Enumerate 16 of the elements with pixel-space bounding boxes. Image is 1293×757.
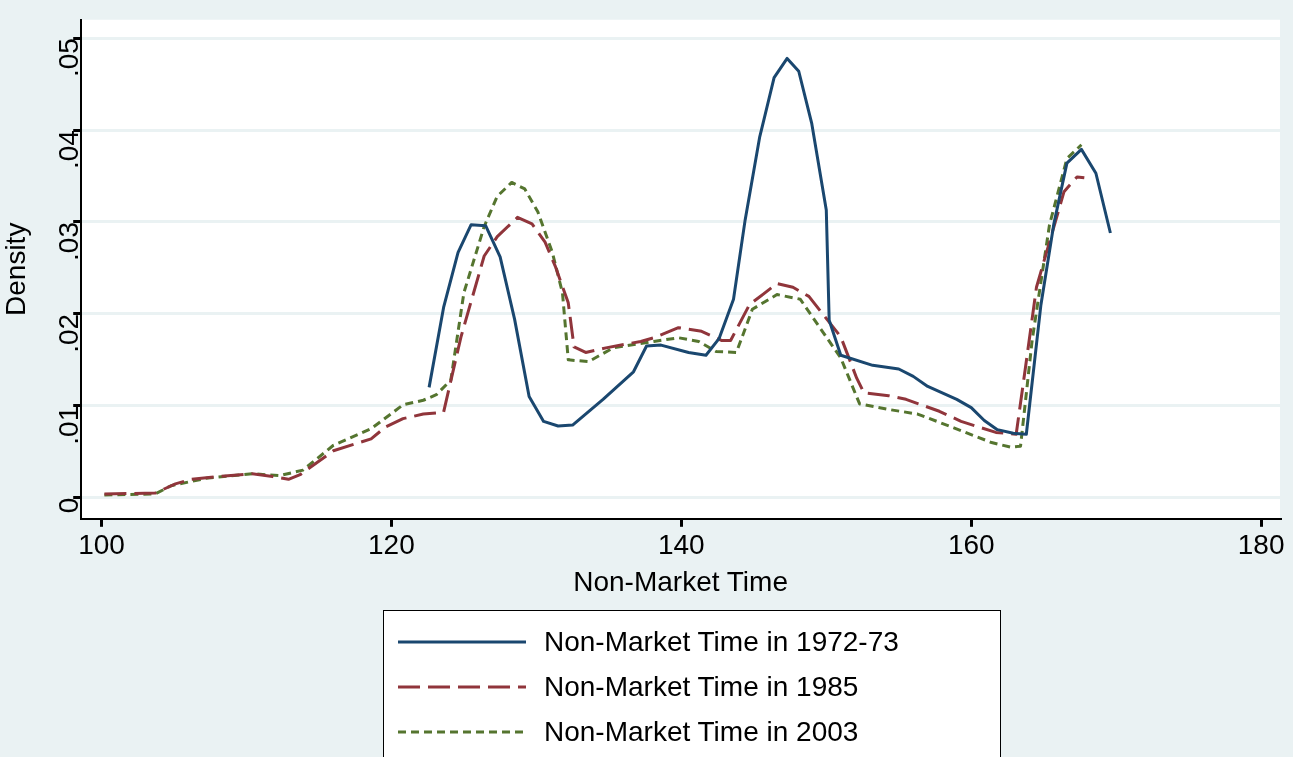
- y-tick-label: .04: [52, 130, 84, 170]
- x-tick-label: 140: [657, 529, 705, 561]
- y-axis-title: Density: [0, 222, 31, 316]
- y-tick-label: .03: [52, 221, 84, 261]
- y-tick-label: .02: [52, 313, 84, 353]
- x-tick-label: 100: [78, 529, 125, 561]
- y-tick-label: .05: [52, 38, 84, 78]
- y-tick-label: .01: [52, 405, 84, 445]
- x-tick-label: 120: [368, 529, 415, 561]
- y-tick-label: 0: [52, 497, 84, 514]
- legend-label: Non-Market Time in 1985: [544, 670, 859, 703]
- x-tick-label: 180: [1237, 529, 1285, 561]
- legend-label: Non-Market Time in 1972-73: [544, 625, 899, 658]
- legend-label: Non-Market Time in 2003: [544, 715, 859, 748]
- x-tick-label: 160: [947, 529, 995, 561]
- x-axis-title: Non-Market Time: [573, 565, 788, 597]
